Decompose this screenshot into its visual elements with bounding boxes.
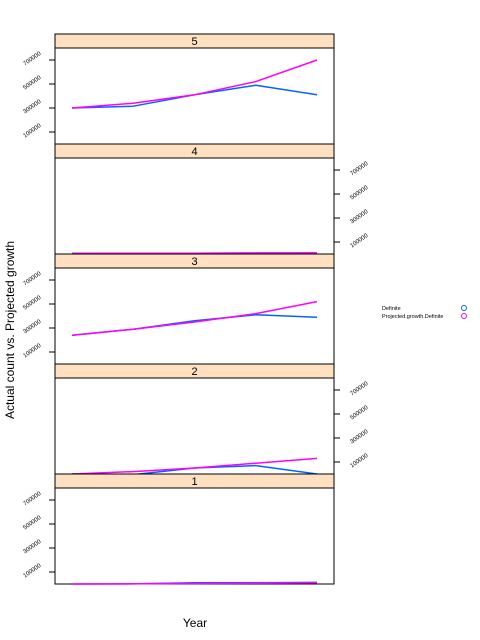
legend-marker [461, 313, 467, 319]
chart-legend: Definite Projected.growth.Definite [382, 305, 467, 320]
panel-strip-label: 3 [191, 256, 197, 268]
panel-frame [54, 487, 335, 585]
panel-strip-label: 2 [191, 366, 197, 378]
y-tick-label: 700000 [23, 271, 43, 288]
y-tick-label: 700000 [350, 381, 370, 398]
y-tick-label: 300000 [23, 319, 43, 336]
panel-4: 4 100000 300000 500000 700000 [54, 143, 370, 255]
panel-strip-label: 1 [191, 476, 197, 488]
panel-1: 1 100000 300000 500000 700000 [23, 473, 335, 585]
y-tick-label: 100000 [23, 123, 43, 140]
y-tick-label: 300000 [23, 99, 43, 116]
x-axis-title: Year [183, 616, 207, 630]
panel-frame [54, 47, 335, 145]
y-tick-label: 300000 [350, 209, 370, 226]
panel-3: 3 100000 300000 500000 700000 [23, 253, 335, 365]
y-tick-label: 100000 [23, 343, 43, 360]
panel-frame [54, 157, 335, 255]
y-axis-title: Actual count vs. Projected growth [3, 241, 17, 419]
y-tick-label: 300000 [23, 539, 43, 556]
y-tick-label: 300000 [350, 429, 370, 446]
series-line-projected-growth-definite [71, 300, 318, 336]
legend-label: Projected.growth.Definite [382, 314, 443, 320]
panel-strip-label: 5 [191, 36, 197, 48]
y-tick-label: 700000 [23, 491, 43, 508]
panel-strip-label: 4 [191, 146, 197, 158]
panel-5: 5 100000 300000 500000 700000 [23, 33, 335, 145]
panel-2: 2 100000 300000 500000 700000 [54, 363, 370, 476]
series-line-projected-growth-definite [71, 582, 318, 585]
chart-panels: 5 100000 300000 500000 700000 4 100000 300000 50… [23, 33, 370, 585]
y-tick-label: 700000 [23, 51, 43, 68]
y-tick-label: 500000 [23, 75, 43, 92]
y-tick-label: 500000 [23, 515, 43, 532]
series-line-projected-growth-definite [71, 252, 318, 255]
y-tick-label: 700000 [350, 161, 370, 178]
y-tick-label: 100000 [350, 453, 370, 470]
y-tick-label: 500000 [23, 295, 43, 312]
y-tick-label: 100000 [350, 233, 370, 250]
legend-marker [461, 305, 467, 311]
series-line-projected-growth-definite [71, 59, 318, 109]
y-tick-label: 100000 [23, 563, 43, 580]
y-tick-label: 500000 [350, 405, 370, 422]
legend-label: Definite [382, 306, 401, 312]
series-line-projected-growth-definite [71, 457, 318, 475]
y-tick-label: 500000 [350, 185, 370, 202]
